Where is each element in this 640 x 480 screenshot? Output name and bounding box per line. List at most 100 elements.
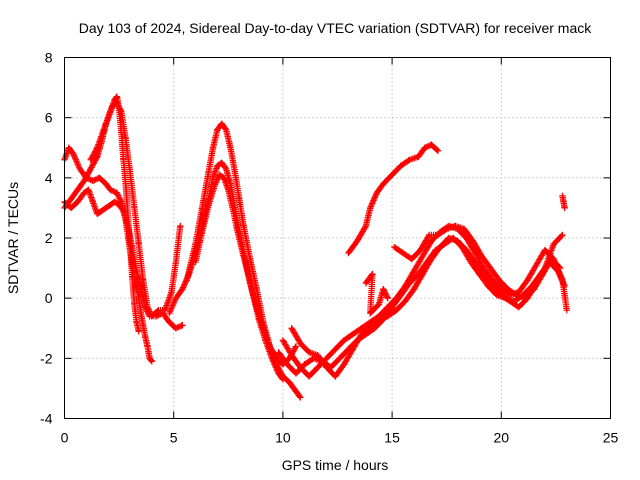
data-point (370, 195, 378, 203)
data-point (267, 344, 274, 351)
data-point (380, 285, 387, 293)
data-point (182, 278, 189, 285)
data-point (91, 158, 98, 166)
data-point (87, 165, 94, 173)
series-arc-l (362, 270, 391, 317)
data-point (277, 369, 285, 376)
data-point (166, 310, 173, 317)
data-point (171, 297, 178, 305)
data-point (92, 148, 99, 155)
data-point (145, 306, 153, 314)
data-point (211, 180, 219, 188)
data-point (557, 233, 565, 240)
data-point (83, 173, 90, 180)
data-point (89, 162, 96, 170)
series-arc-f (183, 120, 304, 401)
data-point (268, 345, 275, 353)
data-point (114, 191, 121, 198)
x-tick-label: 0 (61, 430, 69, 446)
data-point (107, 186, 114, 194)
data-point (91, 176, 98, 184)
data-point (70, 150, 77, 157)
series-arc-c (61, 186, 186, 332)
data-point (380, 287, 388, 294)
data-point (369, 200, 376, 207)
series-arc-k (345, 141, 442, 257)
data-point (174, 324, 181, 331)
data-point (135, 328, 142, 335)
data-point (561, 204, 568, 212)
y-tick-label: 6 (45, 110, 53, 126)
data-point (89, 177, 97, 185)
data-point (115, 193, 123, 201)
data-point (119, 206, 126, 213)
data-point (296, 393, 303, 400)
data-point (367, 204, 374, 212)
data-point (116, 195, 123, 202)
series-arc-m (391, 222, 564, 302)
data-point (559, 231, 566, 239)
data-point (148, 358, 156, 365)
data-point (88, 155, 95, 162)
data-point (179, 285, 186, 293)
data-point (297, 394, 304, 401)
data-point (116, 105, 123, 112)
data-point (292, 343, 300, 350)
data-point (361, 224, 369, 231)
data-point (80, 177, 88, 185)
data-point (424, 143, 431, 150)
data-point (74, 161, 82, 168)
data-point (180, 282, 187, 290)
data-point (563, 307, 571, 314)
data-point (113, 99, 121, 106)
data-point (72, 155, 79, 162)
data-point (555, 263, 563, 270)
data-point (269, 348, 277, 356)
data-point (179, 322, 186, 329)
grid (64, 57, 611, 419)
data-point (168, 303, 176, 311)
data-point (89, 152, 97, 159)
y-tick-label: 2 (45, 230, 53, 246)
data-point (382, 290, 389, 297)
data-point (167, 307, 174, 314)
series-arc-n (559, 192, 568, 212)
data-point (92, 176, 99, 183)
data-point (87, 156, 94, 163)
data-point (73, 158, 80, 165)
data-point (115, 102, 122, 109)
data-point (367, 203, 375, 210)
x-tick-label: 15 (384, 430, 400, 446)
data-point (81, 176, 89, 183)
data-point (144, 305, 152, 312)
data-point (421, 144, 429, 151)
y-tick-label: -4 (40, 411, 53, 427)
data-point (275, 365, 282, 372)
series-arc-d (87, 99, 184, 320)
data-point (425, 233, 432, 240)
data-point (557, 264, 564, 272)
data-point (382, 291, 390, 299)
data-point (71, 153, 78, 160)
data-point (271, 351, 278, 358)
data-point (266, 343, 273, 350)
data-point (381, 288, 388, 296)
data-point (423, 143, 430, 151)
data-point (270, 350, 277, 357)
y-tick-label: 0 (45, 290, 53, 306)
data-point (370, 197, 377, 204)
data-point (175, 323, 182, 331)
series-arc-i (279, 222, 571, 380)
data-point (168, 305, 175, 312)
data-point (222, 164, 229, 171)
data-point (170, 299, 178, 306)
data-point (92, 157, 99, 164)
data-point (83, 172, 91, 179)
y-tick-label: 8 (45, 50, 53, 66)
x-tick-label: 25 (603, 430, 619, 446)
data-point (90, 160, 97, 167)
data-point (274, 363, 282, 371)
x-tick-labels: 0 5 10 15 20 25 (61, 430, 619, 446)
data-point (434, 147, 442, 154)
